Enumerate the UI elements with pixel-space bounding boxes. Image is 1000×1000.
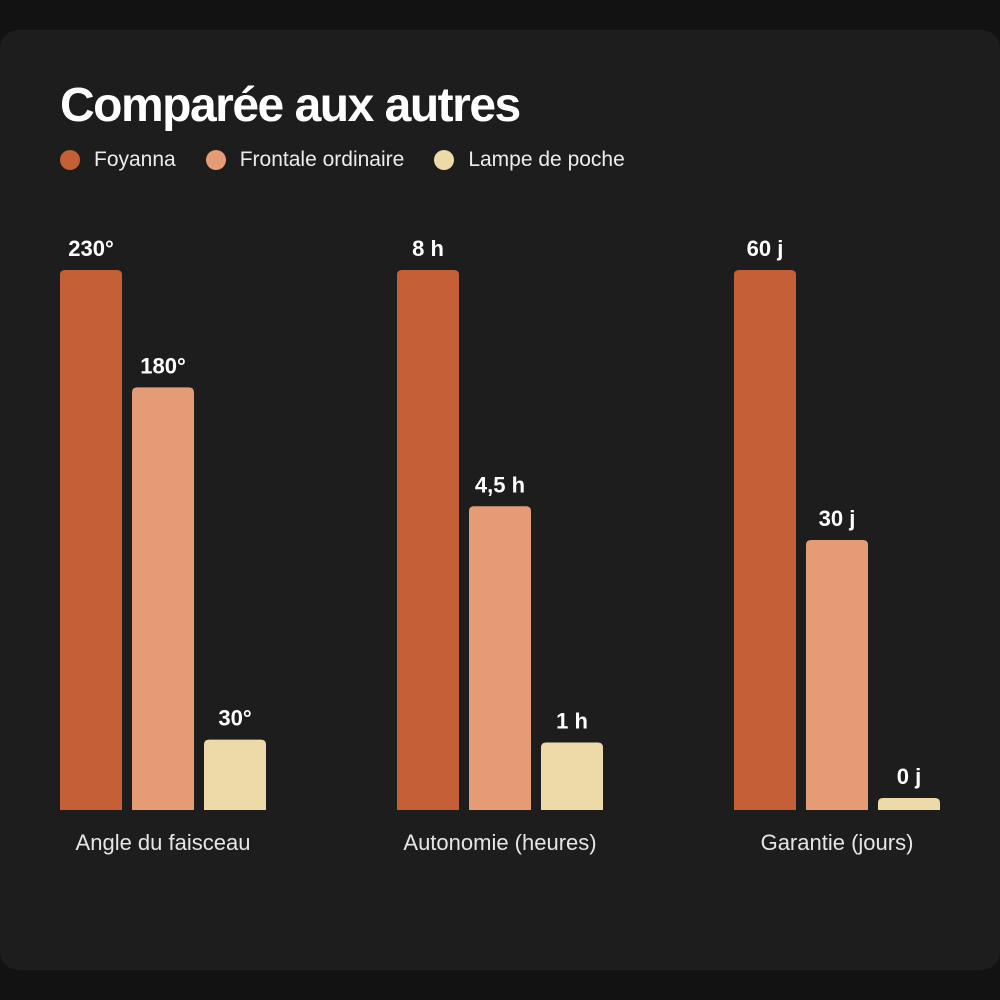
bar-foyanna-garantie-jours [734,270,796,810]
legend-label-lampe-de-poche: Lampe de poche [468,148,625,171]
legend-label-foyanna: Foyanna [94,148,176,171]
bar-foyanna-angle-du-faisceau [60,270,122,810]
data-label-foyanna-autonomie-heures: 8 h [412,236,444,261]
category-label-angle-du-faisceau: Angle du faisceau [76,830,251,855]
bar-lampe-de-poche-autonomie-heures [541,742,603,810]
bar-frontale-ordinaire-garantie-jours [806,540,868,810]
chart-title: Comparée aux autres [60,79,521,132]
bar-lampe-de-poche-garantie-jours [878,798,940,810]
category-label-autonomie-heures: Autonomie (heures) [403,830,596,855]
data-label-frontale-ordinaire-garantie-jours: 30 j [819,506,856,531]
bar-foyanna-autonomie-heures [397,270,459,810]
data-label-lampe-de-poche-garantie-jours: 0 j [897,764,921,789]
bar-frontale-ordinaire-autonomie-heures [469,506,531,810]
legend-swatch-foyanna [60,150,80,170]
chart-legend: Foyanna Frontale ordinaire Lampe de poch… [60,148,655,172]
legend-swatch-frontale-ordinaire [205,150,226,170]
bar-lampe-de-poche-angle-du-faisceau [204,739,266,810]
legend-label-frontale-ordinaire: Frontale ordinaire [239,148,405,171]
legend-item-lampe-de-poche: Lampe de poche [434,148,625,172]
data-label-foyanna-angle-du-faisceau: 230° [68,236,114,261]
bar-frontale-ordinaire-angle-du-faisceau [132,387,194,810]
data-label-frontale-ordinaire-angle-du-faisceau: 180° [140,353,186,378]
category-label-garantie-jours: Garantie (jours) [761,830,914,855]
data-label-foyanna-garantie-jours: 60 j [747,236,784,261]
legend-item-frontale-ordinaire: Frontale ordinaire [205,148,405,172]
data-label-lampe-de-poche-angle-du-faisceau: 30° [218,706,251,731]
data-label-frontale-ordinaire-autonomie-heures: 4,5 h [475,472,525,497]
data-label-lampe-de-poche-autonomie-heures: 1 h [556,709,588,734]
legend-swatch-lampe-de-poche [434,150,455,170]
legend-item-foyanna: Foyanna [60,148,176,172]
